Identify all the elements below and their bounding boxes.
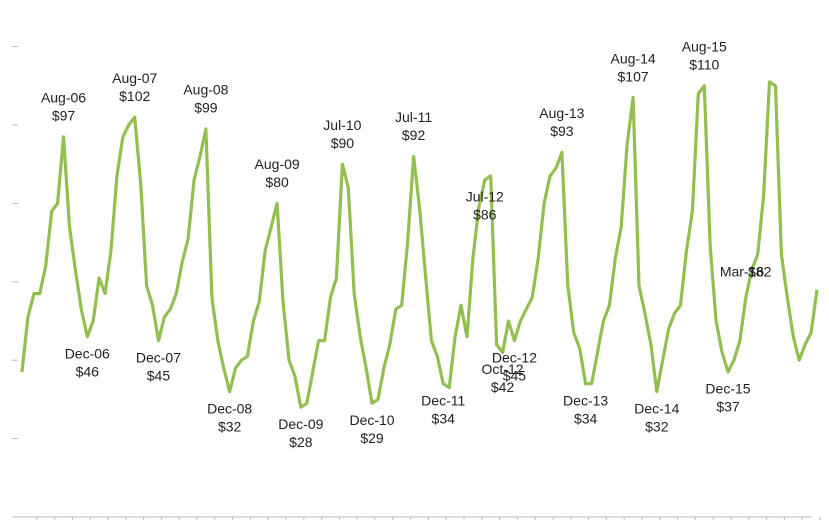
value-label: $29 [360, 430, 384, 446]
point-category: Aug-06 [41, 89, 86, 105]
point-category: Dec-13 [563, 392, 608, 408]
point-category: Dec-08 [207, 400, 252, 416]
value-label: $93 [550, 123, 574, 139]
value-label: $99 [194, 100, 218, 116]
annotation: $82 [748, 264, 772, 280]
point-category: Aug-09 [255, 156, 300, 172]
value-label: $45 [503, 367, 527, 383]
point-category: Dec-07 [136, 349, 181, 365]
point-category: Dec-06 [65, 345, 110, 361]
value-label: $42 [491, 379, 515, 395]
point-category: Aug-07 [112, 70, 157, 86]
point-category: Aug-14 [611, 50, 656, 66]
value-label: $97 [52, 107, 76, 123]
point-category: Dec-09 [278, 416, 323, 432]
point-category: Dec-12 [492, 349, 537, 365]
value-label: $34 [574, 410, 598, 426]
value-label: $45 [147, 367, 171, 383]
value-label: $32 [218, 418, 242, 434]
point-category: Jul-10 [323, 117, 361, 133]
point-category: Oct-12 [482, 361, 524, 377]
value-label: $34 [432, 410, 456, 426]
value-label: $110 [689, 57, 719, 73]
point-category: Dec-14 [634, 400, 679, 416]
point-category: Dec-15 [705, 381, 750, 397]
value-label: $37 [716, 399, 740, 415]
value-label: $86 [473, 207, 497, 223]
annotation: Mar-16 [720, 264, 765, 280]
line [20, 80, 819, 409]
point-category: Dec-10 [349, 412, 394, 428]
value-label: $92 [402, 127, 426, 143]
value-label: $28 [289, 434, 313, 450]
point-category: Aug-15 [682, 39, 727, 55]
value-label: $102 [119, 88, 150, 104]
point-category: Aug-08 [183, 82, 228, 98]
point-category: Aug-13 [539, 105, 584, 121]
value-label: $80 [265, 174, 289, 190]
value-label: $107 [618, 68, 649, 84]
point-category: Dec-11 [421, 392, 465, 408]
point-category: Jul-12 [466, 189, 504, 205]
value-label: $90 [331, 135, 355, 151]
value-label: $32 [645, 418, 669, 434]
point-category: Jul-11 [395, 109, 432, 125]
value-label: $46 [76, 363, 100, 379]
